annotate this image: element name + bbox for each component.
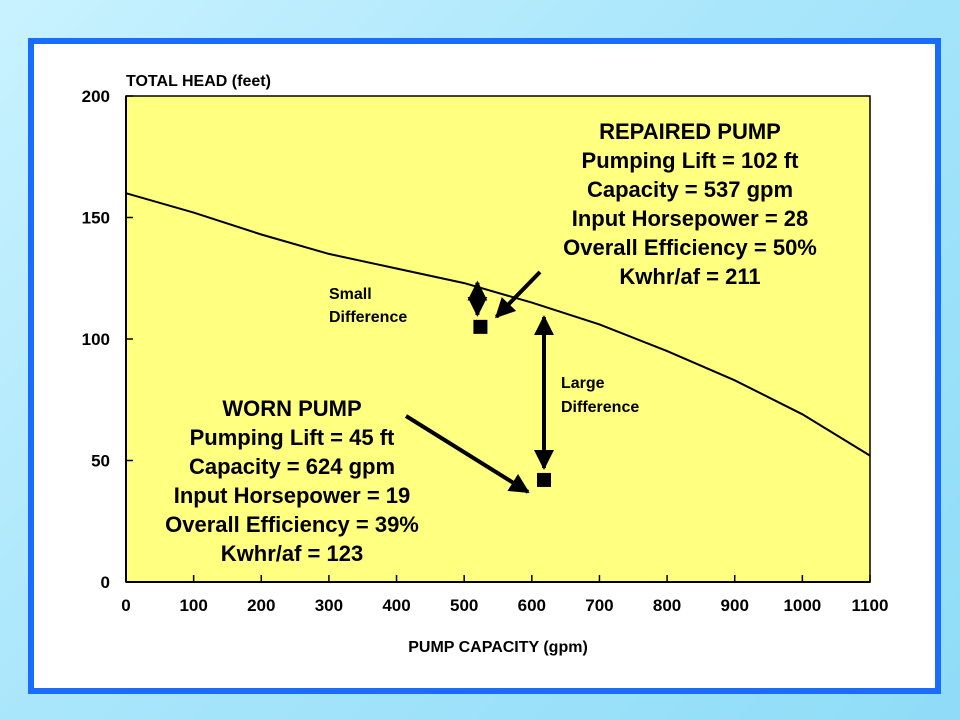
x-tick-label: 400: [382, 596, 410, 615]
worn-pump-text: Input Horsepower = 19: [174, 483, 411, 508]
large-difference-label: Large: [561, 375, 605, 392]
worn-pump-text: WORN PUMP: [222, 396, 361, 421]
small-difference-label: Difference: [329, 309, 407, 326]
y-tick-label: 100: [82, 330, 110, 349]
repaired-pump-text: Capacity = 537 gpm: [587, 177, 793, 202]
x-tick-label: 800: [653, 596, 681, 615]
worn-pump-text: Pumping Lift = 45 ft: [190, 425, 395, 450]
y-tick-label: 50: [91, 452, 110, 471]
x-tick-label: 1000: [783, 596, 821, 615]
y-tick-label: 200: [82, 87, 110, 106]
repaired-pump-text: Kwhr/af = 211: [619, 264, 760, 289]
y-axis-label: TOTAL HEAD (feet): [126, 73, 271, 90]
x-tick-label: 100: [179, 596, 207, 615]
x-tick-label: 0: [121, 596, 130, 615]
repaired-pump-text: Overall Efficiency = 50%: [563, 235, 817, 260]
y-tick-label: 150: [82, 209, 110, 228]
worn-pump-text: Overall Efficiency = 39%: [165, 512, 419, 537]
x-axis-label: PUMP CAPACITY (gpm): [408, 639, 588, 656]
repaired-pointer-arrow: [494, 270, 542, 319]
small-difference-label: Small: [329, 286, 372, 303]
worn-pump-point: [536, 472, 551, 487]
x-tick-label: 1100: [852, 596, 889, 615]
x-tick-label: 600: [518, 596, 546, 615]
y-tick-label: 0: [101, 573, 110, 592]
worn-pump-text: Capacity = 624 gpm: [189, 454, 395, 479]
pump-curve-line: [125, 192, 871, 457]
worn-pointer-arrow: [404, 414, 530, 494]
x-tick-label: 900: [721, 596, 749, 615]
x-tick-label: 500: [450, 596, 478, 615]
repaired-pump-text: Input Horsepower = 28: [572, 206, 809, 231]
x-tick-label: 700: [585, 596, 613, 615]
plot-area: [125, 95, 871, 583]
repaired-pump-point: [473, 319, 488, 334]
repaired-pump-text: REPAIRED PUMP: [599, 119, 781, 144]
repaired-pump-text: Pumping Lift = 102 ft: [582, 148, 800, 173]
large-difference-label: Difference: [561, 399, 639, 416]
x-tick-label: 300: [315, 596, 343, 615]
worn-pump-text: Kwhr/af = 123: [221, 541, 363, 566]
x-tick-label: 200: [247, 596, 275, 615]
